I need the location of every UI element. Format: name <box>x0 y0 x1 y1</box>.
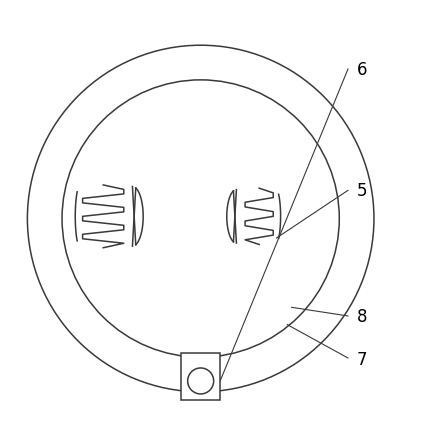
Text: 7: 7 <box>357 350 367 368</box>
Text: 8: 8 <box>357 307 367 325</box>
Bar <box>181 353 220 400</box>
Text: 6: 6 <box>357 61 367 79</box>
Text: 5: 5 <box>357 182 367 200</box>
